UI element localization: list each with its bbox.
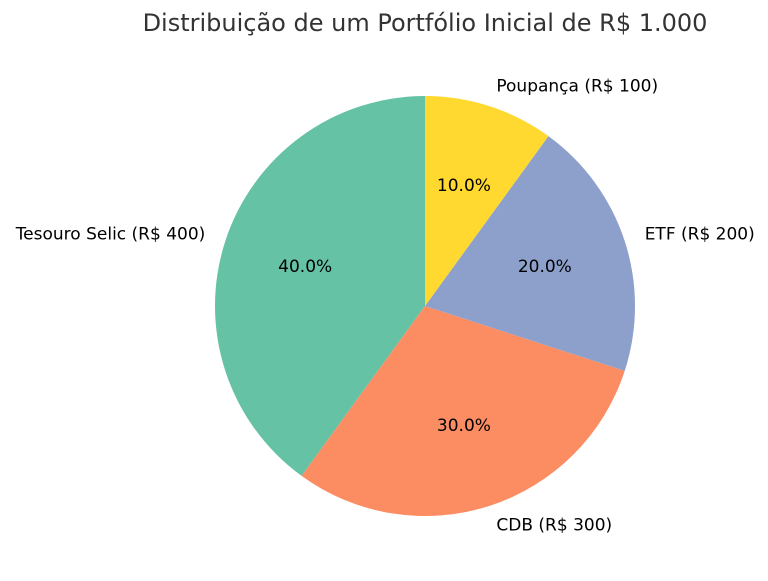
slice-label: Tesouro Selic (R$ 400) [15,225,206,245]
slice-label: Poupança (R$ 100) [496,76,658,96]
pie-slice [215,96,425,476]
value-label: 20.0% [518,257,572,277]
chart-title: Distribuição de um Portfólio Inicial de … [143,9,708,37]
value-label: 40.0% [278,257,332,277]
pie-slice [425,136,635,371]
slice-label: CDB (R$ 300) [496,516,612,536]
slice-label: ETF (R$ 200) [645,225,755,245]
value-label: 10.0% [437,176,491,196]
value-label: 30.0% [437,416,491,436]
pie-slice [425,96,549,306]
pie-slice [301,306,625,516]
